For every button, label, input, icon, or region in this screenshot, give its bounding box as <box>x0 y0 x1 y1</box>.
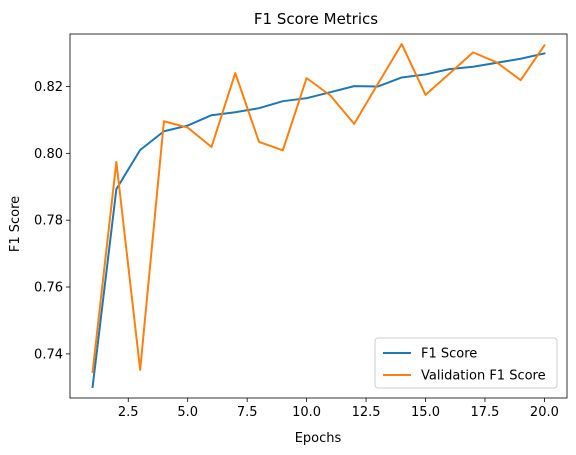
plot-area: 2.5 5.0 7.5 10.0 12.5 15.0 17.5 20.0 0.74 0.76 0.7… <box>34 33 568 420</box>
legend-box <box>374 337 558 389</box>
x-tick-label: 17.5 <box>470 405 499 420</box>
x-tick-label: 5.0 <box>177 405 198 420</box>
y-tick-label: 0.76 <box>34 281 63 296</box>
x-tick-label: 20.0 <box>530 405 559 420</box>
legend-label-2: Validation F1 Score <box>421 369 546 384</box>
x-tick-label: 10.0 <box>292 405 321 420</box>
series-line-2 <box>91 43 546 374</box>
x-tick-label: 15.0 <box>411 405 440 420</box>
series-line-1 <box>91 52 546 389</box>
axes-frame <box>69 33 568 399</box>
legend-label-1: F1 Score <box>421 347 477 362</box>
y-tick-label: 0.82 <box>34 80 63 95</box>
y-tick-label: 0.78 <box>34 214 63 229</box>
x-tick-label: 2.5 <box>118 405 139 420</box>
y-tick-label: 0.80 <box>34 147 63 162</box>
chart-title: F1 Score Metrics <box>254 10 378 28</box>
y-tick-label: 0.74 <box>34 347 63 362</box>
x-tick-label: 7.5 <box>237 405 258 420</box>
y-axis-label: F1 Score <box>8 196 23 252</box>
x-axis-label: Epochs <box>295 431 342 446</box>
x-tick-label: 12.5 <box>352 405 381 420</box>
